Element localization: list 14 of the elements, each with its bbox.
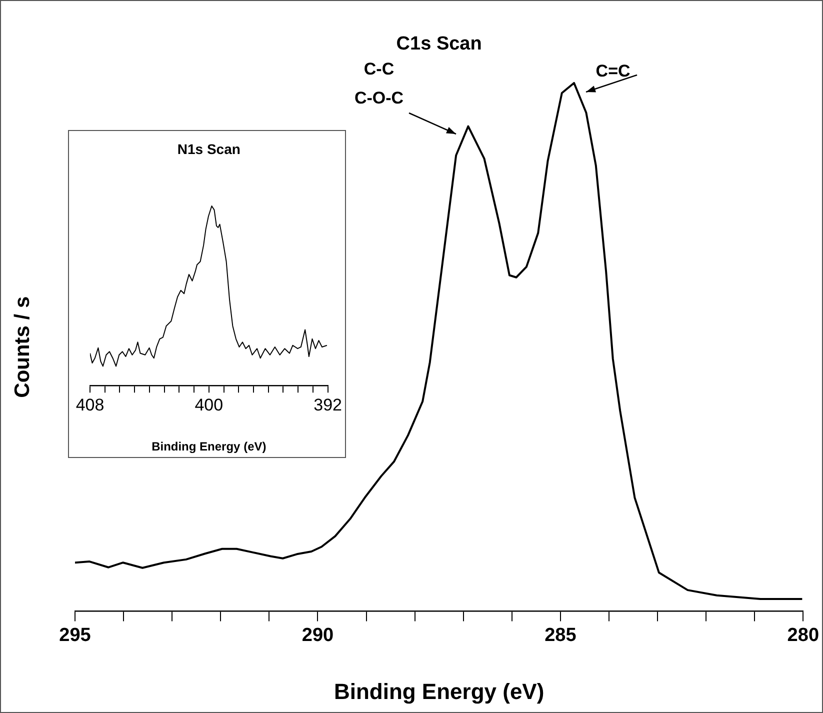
y-axis-title: Counts / s <box>10 296 34 398</box>
x-tick-label: 290 <box>302 624 334 646</box>
x-tick-label: 408 <box>76 395 104 414</box>
annotation: C-C C-O-C <box>354 60 404 108</box>
x-axis-title: Binding Energy (eV) <box>334 679 544 704</box>
annotation: C=C <box>596 62 630 81</box>
x-axis-title: Binding Energy (eV) <box>152 439 266 454</box>
x-tick-label: 280 <box>787 624 819 646</box>
x-tick-label: 392 <box>314 395 342 414</box>
x-tick-label: 400 <box>194 395 224 414</box>
x-tick-label: 285 <box>544 624 577 646</box>
chart-title: N1s Scan <box>177 140 240 157</box>
x-tick-label: 295 <box>59 624 92 646</box>
chart-title: C1s Scan <box>396 34 482 55</box>
